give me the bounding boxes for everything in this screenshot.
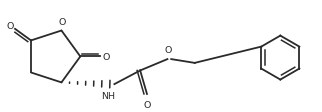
Text: O: O [59, 17, 66, 26]
Text: NH: NH [101, 91, 115, 100]
Text: O: O [6, 21, 14, 30]
Text: O: O [164, 45, 172, 54]
Text: O: O [103, 53, 110, 61]
Text: O: O [143, 100, 151, 109]
